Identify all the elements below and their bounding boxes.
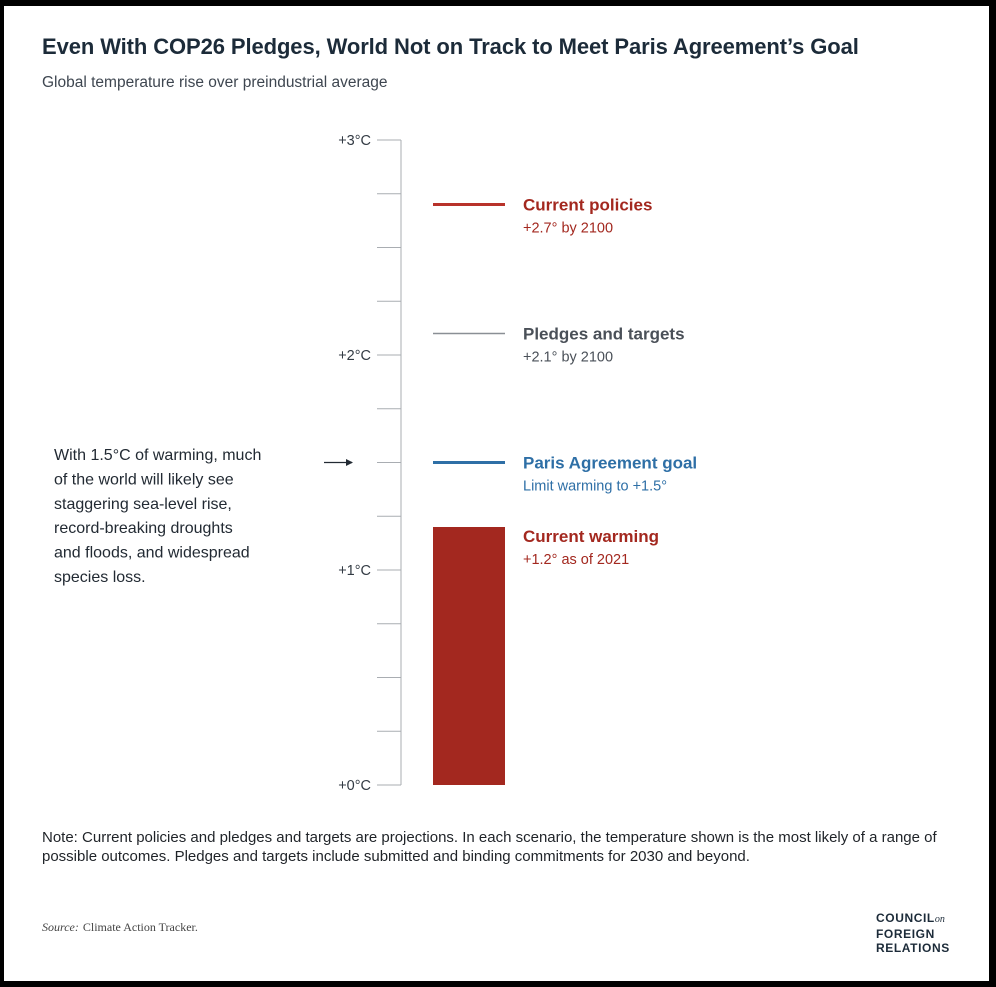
source-text: Climate Action Tracker.: [82, 920, 198, 934]
chart-subtitle: Global temperature rise over preindustri…: [42, 74, 388, 91]
annotation-line-3: record-breaking droughts: [54, 520, 233, 537]
chart-note: Note: Current policies and pledges and t…: [42, 829, 937, 865]
reference-label-name-2: Paris Agreement goal: [523, 454, 697, 473]
bar-label-detail: +1.2° as of 2021: [523, 552, 629, 568]
reference-label-detail-0: +2.7° by 2100: [523, 221, 613, 237]
cfr-logo: COUNCILon FOREIGN RELATIONS: [876, 911, 986, 955]
annotation-arrow-head: [346, 459, 353, 466]
y-tick-label-12: +3°C: [338, 133, 371, 149]
chart-title: Even With COP26 Pledges, World Not on Tr…: [42, 34, 859, 59]
reference-label-name-1: Pledges and targets: [523, 325, 685, 344]
logo-line-1: COUNCILon: [876, 911, 945, 925]
reference-label-detail-2: Limit warming to +1.5°: [523, 479, 667, 495]
annotation-line-5: species loss.: [54, 569, 146, 586]
y-tick-label-8: +2°C: [338, 348, 371, 364]
reference-label-name-0: Current policies: [523, 196, 652, 215]
source-line: Source: Climate Action Tracker.: [42, 920, 198, 935]
chart-plot: +0°C +1°C +2°C +3°C Current warming +1.2° as …: [54, 133, 697, 794]
bar-label-name: Current warming: [523, 527, 659, 546]
bar-current-warming: [433, 527, 505, 785]
chart-frame: Even With COP26 Pledges, World Not on Tr…: [4, 6, 989, 981]
annotation-line-1: of the world will likely see: [54, 471, 234, 488]
reference-label-detail-1: +2.1° by 2100: [523, 350, 613, 366]
annotation-line-4: and floods, and widespread: [54, 545, 250, 562]
annotation-line-2: staggering sea-level rise,: [54, 496, 232, 513]
annotation-line-0: With 1.5°C of warming, much: [54, 447, 261, 464]
logo-line-2: FOREIGN: [876, 927, 935, 941]
logo-line-3: RELATIONS: [876, 941, 950, 955]
source-label: Source:: [42, 920, 79, 934]
y-tick-label-4: +1°C: [338, 563, 371, 579]
y-tick-label-0: +0°C: [338, 778, 371, 794]
